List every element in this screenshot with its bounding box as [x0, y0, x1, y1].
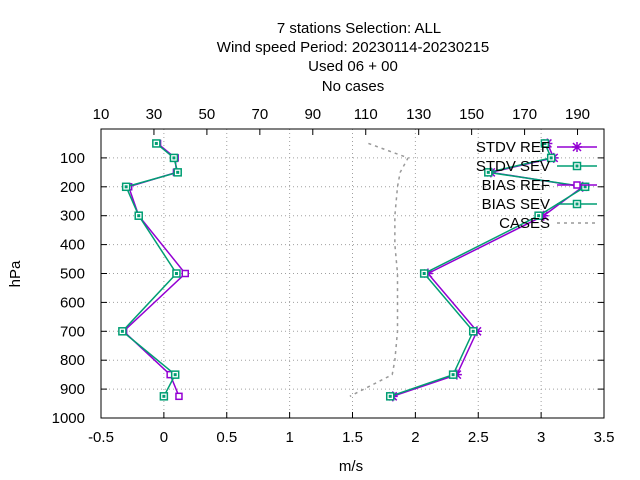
legend-label: BIAS SEV — [482, 196, 550, 213]
x2-tick-label: 50 — [199, 106, 216, 123]
y-tick-label: 200 — [60, 179, 85, 196]
series-line — [349, 142, 410, 397]
box-marker — [181, 269, 190, 278]
box-marker-center — [471, 329, 475, 333]
legend-label: STDV REF — [476, 139, 550, 156]
box-marker-center — [176, 170, 180, 174]
x-tick-label: 1 — [285, 429, 293, 446]
x2-tick-label: 170 — [512, 106, 537, 123]
x2-tick-label: 190 — [565, 106, 590, 123]
x-tick-label: 2.5 — [468, 429, 489, 446]
x-tick-label: 0.5 — [216, 429, 237, 446]
box-marker-center — [173, 373, 177, 377]
star-marker — [572, 142, 582, 152]
box-marker-center — [537, 214, 541, 218]
box-marker-center — [137, 214, 141, 218]
legend-label: STDV SEV — [476, 158, 550, 175]
box-marker-center — [174, 272, 178, 275]
x2-tick-label: 150 — [459, 106, 484, 123]
box-marker-center — [575, 202, 579, 206]
x2-tick-label: 10 — [93, 106, 110, 123]
box-marker-center — [575, 164, 579, 168]
star-marker — [538, 210, 549, 221]
series-layer — [118, 138, 590, 402]
y-tick-label: 100 — [60, 150, 85, 167]
chart-title-line-2: Wind speed Period: 20230114-20230215 — [217, 39, 489, 56]
chart-title-line-1: 7 stations Selection: ALL — [277, 20, 441, 37]
box-marker-center — [543, 141, 547, 145]
x-tick-label: -0.5 — [88, 429, 114, 446]
box-marker-center — [486, 170, 490, 174]
plot-border — [100, 128, 605, 419]
series-bias-sev — [118, 139, 182, 401]
x2-tick-label: 130 — [406, 106, 431, 123]
box-marker-center — [120, 329, 124, 333]
box-marker-center — [388, 394, 392, 398]
box-marker-center — [162, 394, 166, 398]
box-marker-center — [422, 272, 426, 275]
legend-label: CASES — [499, 215, 550, 232]
gridlines — [101, 129, 604, 418]
y-tick-label: 700 — [60, 323, 85, 340]
box-marker-center — [154, 141, 158, 145]
legend: STDV REF STDV SEV BIAS REF BIAS SEV CASES — [476, 139, 597, 232]
legend-label: BIAS REF — [482, 177, 550, 194]
box-marker-center — [451, 373, 455, 377]
box-marker-center — [172, 156, 176, 160]
y-tick-label: 400 — [60, 237, 85, 254]
y-tick-label: 900 — [60, 381, 85, 398]
axis-ticks: -0.5 0 0.5 1 1.5 2 2.5 3 3.5 10 30 50 70 90 110 130 150 1… — [52, 106, 615, 446]
x-tick-label: 3.5 — [594, 429, 615, 446]
x2-tick-label: 30 — [146, 106, 163, 123]
y-tick-label: 800 — [60, 352, 85, 369]
chart-title-line-3: Used 06 + 00 — [308, 58, 398, 75]
chart-title-line-4: No cases — [322, 78, 385, 95]
x2-tick-label: 90 — [304, 106, 321, 123]
x2-tick-label: 110 — [354, 106, 378, 123]
y-axis-label: hPa — [7, 260, 24, 287]
series-stdv-sev — [385, 139, 590, 401]
x-tick-label: 1.5 — [342, 429, 363, 446]
box-marker — [175, 392, 183, 401]
series-cases — [349, 142, 410, 397]
box-marker-center — [583, 185, 587, 189]
y-tick-label: 1000 — [52, 410, 85, 427]
x2-tick-label: 70 — [251, 106, 268, 123]
x-tick-label: 3 — [537, 429, 545, 446]
box-marker-center — [549, 156, 553, 160]
y-tick-label: 500 — [60, 266, 85, 283]
x-tick-label: 2 — [411, 429, 419, 446]
x-tick-label: 0 — [160, 429, 168, 446]
x-axis-label: m/s — [339, 458, 363, 475]
y-tick-label: 300 — [60, 208, 85, 225]
y-tick-label: 600 — [60, 294, 85, 311]
box-marker-center — [124, 185, 128, 189]
box-marker — [573, 181, 581, 189]
